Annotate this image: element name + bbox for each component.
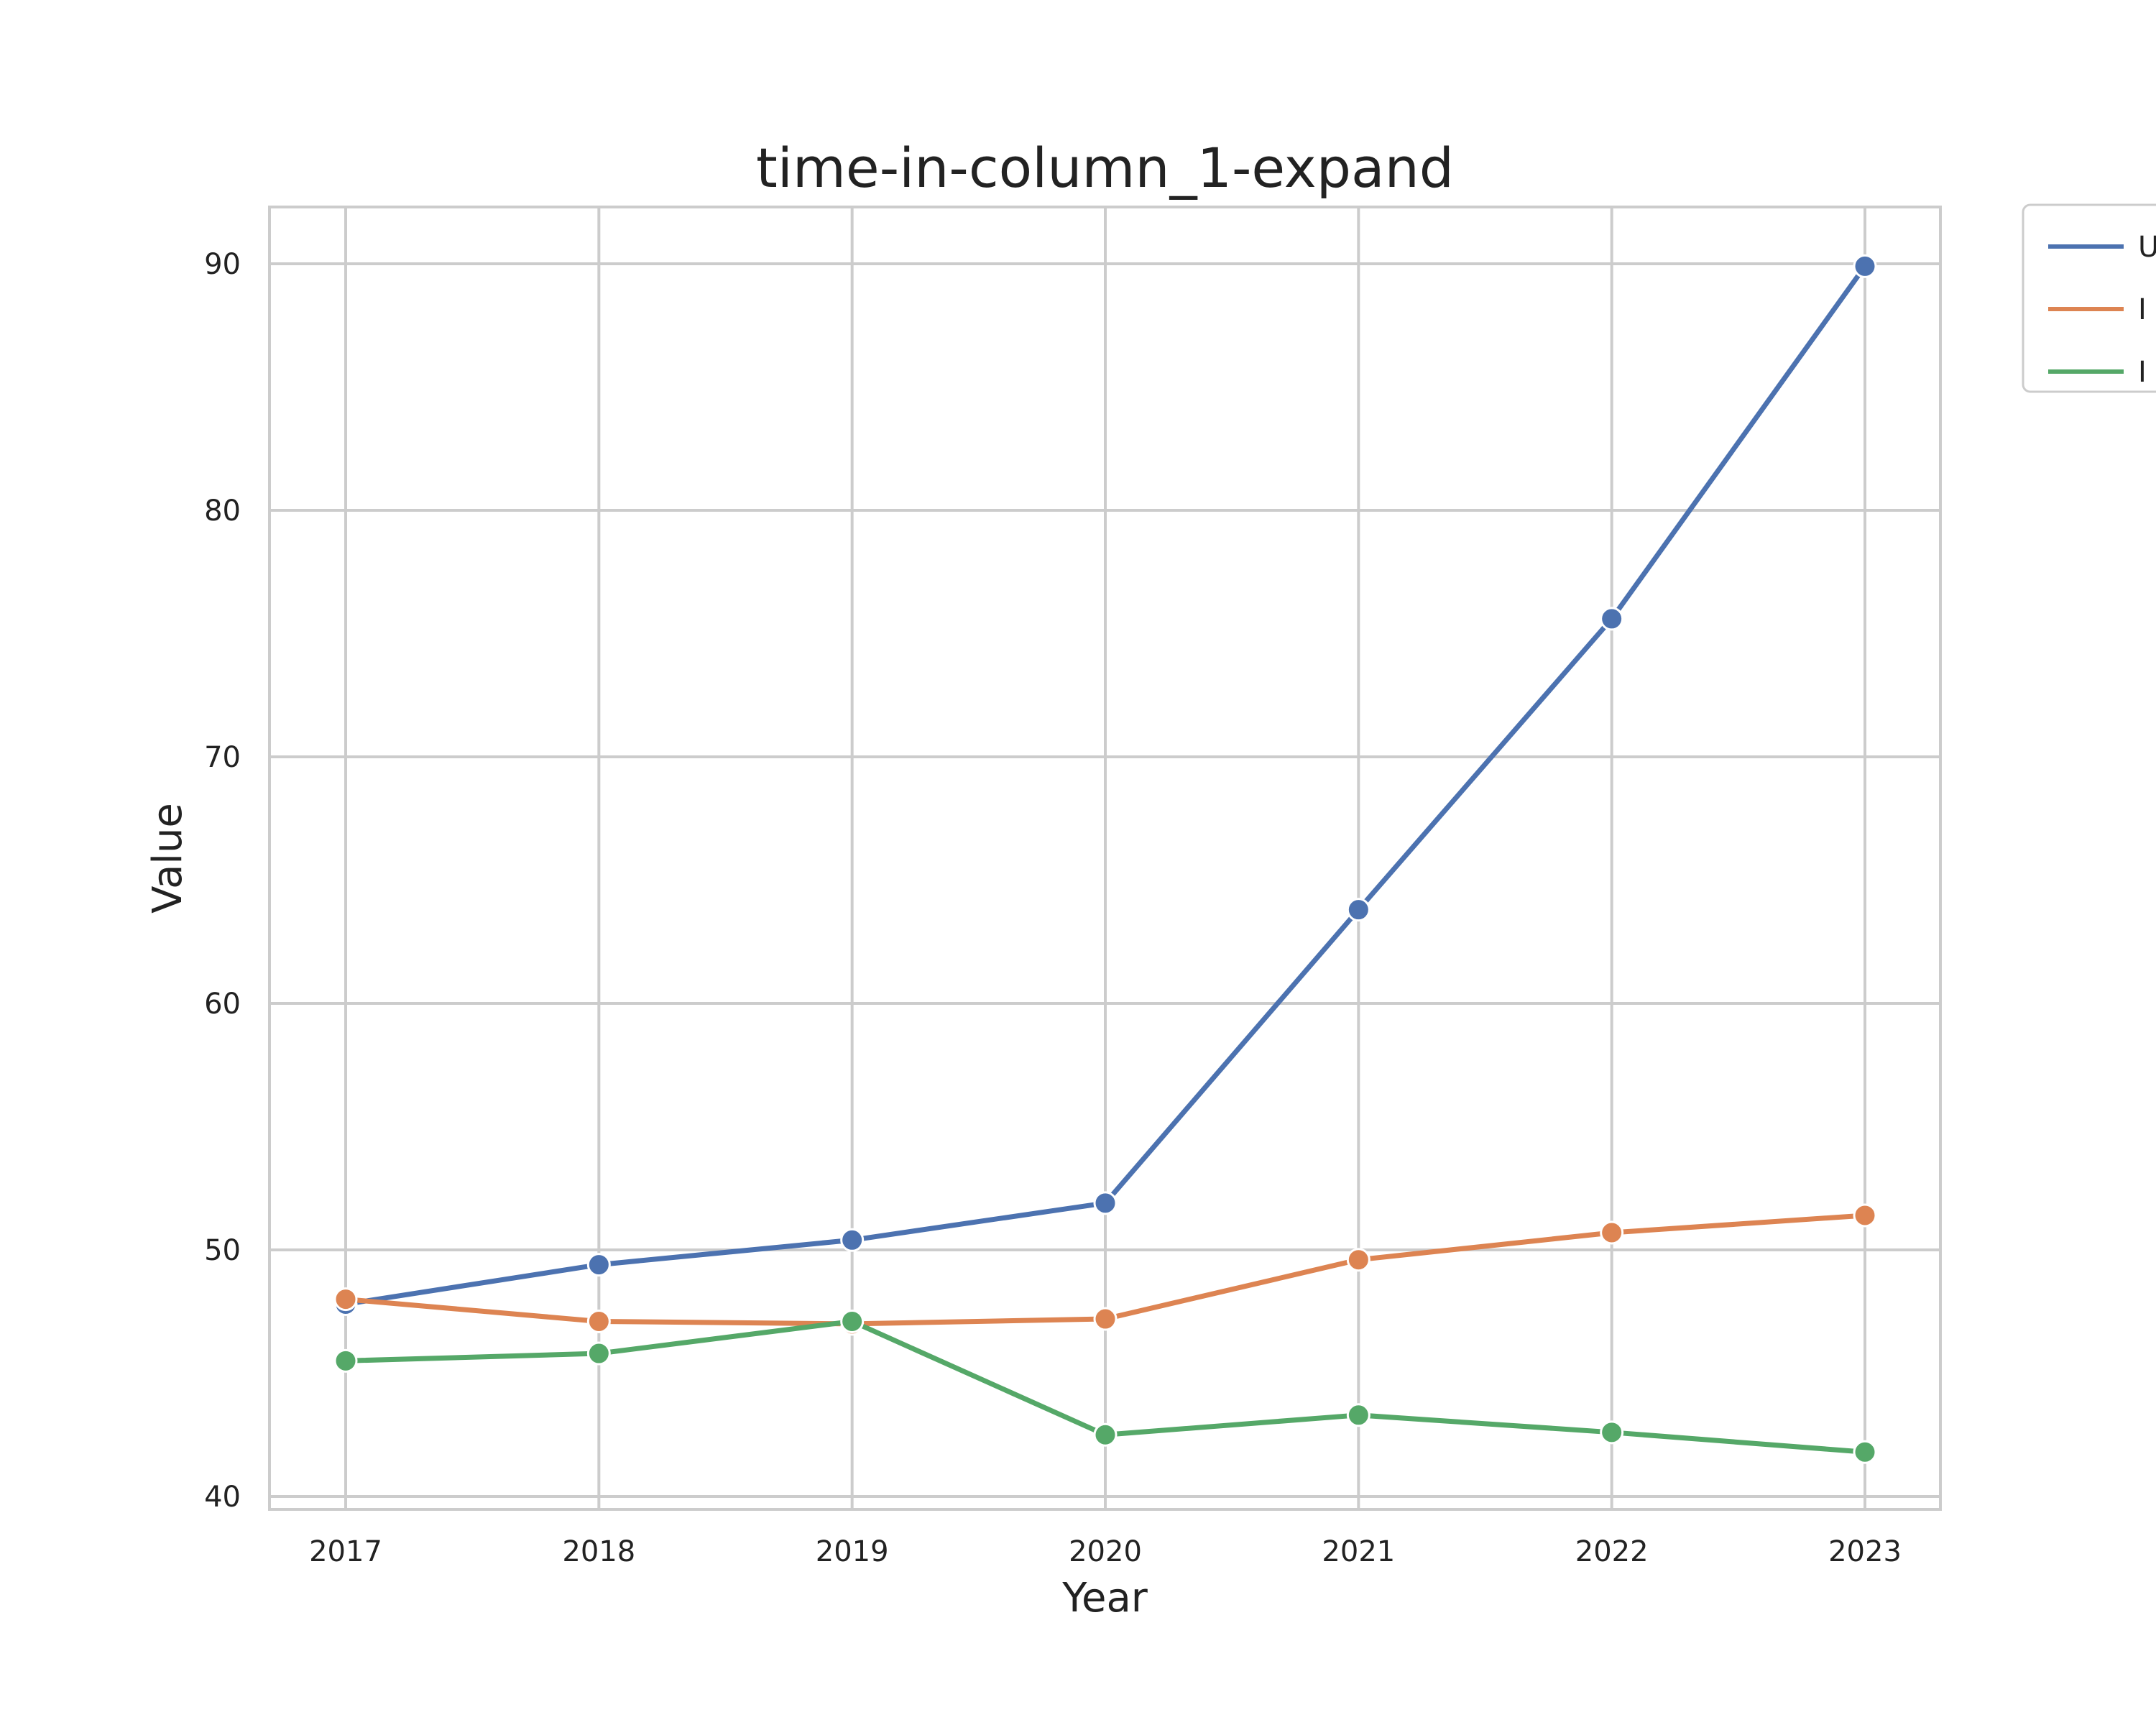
data-point xyxy=(1600,1420,1624,1445)
data-point xyxy=(1853,254,1877,278)
y-tick-label: 70 xyxy=(204,741,241,774)
x-tick-label: 2021 xyxy=(1322,1535,1395,1568)
series-layer xyxy=(333,254,1877,1464)
data-point xyxy=(586,1341,611,1366)
data-point xyxy=(586,1309,611,1333)
grid-lines xyxy=(270,207,1940,1509)
data-point xyxy=(1093,1191,1118,1215)
x-tick-label: 2022 xyxy=(1575,1535,1649,1568)
y-axis-label: Value xyxy=(144,803,191,914)
data-point xyxy=(1600,607,1624,631)
y-axis-ticks: 40 50 60 70 80 90 xyxy=(204,248,241,1514)
legend-items: UII xyxy=(2048,231,2156,389)
y-tick-label: 40 xyxy=(204,1481,241,1514)
data-point xyxy=(1853,1203,1877,1228)
x-axis-ticks: 2017 2018 2019 2020 2021 2022 2023 xyxy=(309,1535,1902,1568)
legend-label: I xyxy=(2138,293,2147,326)
data-point xyxy=(840,1228,865,1252)
x-tick-label: 2020 xyxy=(1069,1535,1142,1568)
x-tick-label: 2017 xyxy=(309,1535,382,1568)
data-point xyxy=(1853,1440,1877,1464)
series-3 xyxy=(333,1309,1877,1464)
data-point xyxy=(840,1309,865,1333)
data-point xyxy=(586,1253,611,1277)
y-tick-label: 90 xyxy=(204,248,241,281)
data-point xyxy=(333,1348,358,1373)
data-point xyxy=(333,1287,358,1312)
y-tick-label: 50 xyxy=(204,1234,241,1267)
legend: UII xyxy=(2022,203,2156,393)
chart-title: time-in-column_1-expand xyxy=(756,136,1454,200)
data-point xyxy=(1346,1248,1370,1272)
data-point xyxy=(1346,898,1370,922)
legend-label: U xyxy=(2138,231,2156,264)
plot-area-frame xyxy=(268,206,1942,1511)
x-tick-label: 2023 xyxy=(1828,1535,1902,1568)
legend-label: I xyxy=(2138,356,2147,389)
y-tick-label: 80 xyxy=(204,494,241,528)
series-1 xyxy=(333,254,1877,1316)
x-tick-label: 2018 xyxy=(562,1535,635,1568)
data-point xyxy=(1346,1403,1370,1427)
x-axis-label: Year xyxy=(1061,1575,1148,1622)
data-point xyxy=(1093,1422,1118,1447)
x-tick-label: 2019 xyxy=(816,1535,889,1568)
legend-box xyxy=(2022,203,2156,393)
data-point xyxy=(1093,1307,1118,1331)
y-tick-label: 60 xyxy=(204,988,241,1021)
data-point xyxy=(1600,1220,1624,1245)
